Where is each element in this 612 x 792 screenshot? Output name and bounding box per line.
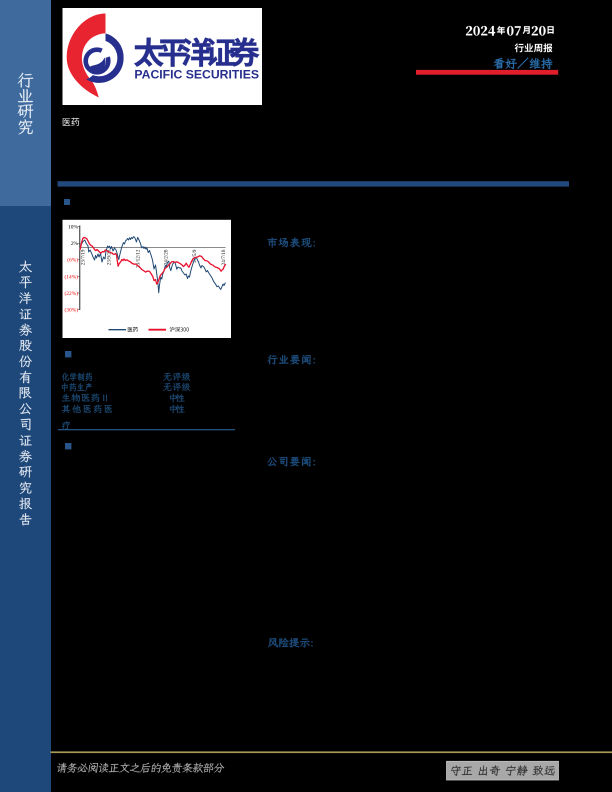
svg-text:2%: 2%	[71, 241, 79, 247]
svg-text:24/7/18: 24/7/18	[221, 249, 227, 265]
svg-text:PACIFIC SECURITIES: PACIFIC SECURITIES	[134, 67, 259, 81]
svg-text:(30%): (30%)	[65, 307, 79, 314]
svg-text:23/12/12: 23/12/12	[136, 249, 142, 268]
svg-text:23/7/19: 23/7/19	[80, 249, 86, 265]
svg-text:24/2/28: 24/2/28	[164, 249, 170, 265]
svg-text:10%: 10%	[68, 225, 78, 231]
svg-text:(6%): (6%)	[67, 257, 78, 264]
svg-text:23/9/28: 23/9/28	[106, 249, 112, 265]
svg-text:24/5/9: 24/5/9	[192, 249, 198, 263]
svg-text:(14%): (14%)	[65, 273, 79, 280]
svg-text:(22%): (22%)	[65, 290, 79, 297]
